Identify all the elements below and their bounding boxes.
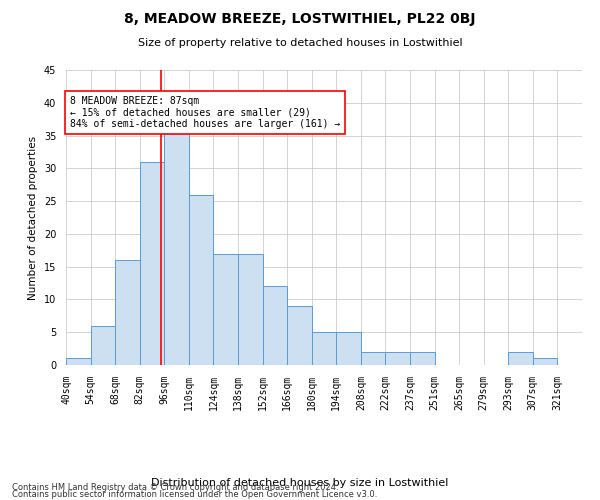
Bar [533,358,557,365]
Bar [164,122,189,365]
Bar [238,254,263,365]
Bar [189,194,214,365]
Text: Contains public sector information licensed under the Open Government Licence v3: Contains public sector information licen… [12,490,377,499]
Bar [140,162,164,365]
Text: 8, MEADOW BREEZE, LOSTWITHIEL, PL22 0BJ: 8, MEADOW BREEZE, LOSTWITHIEL, PL22 0BJ [124,12,476,26]
Bar [263,286,287,365]
Bar [336,332,361,365]
Bar [66,358,91,365]
Text: Distribution of detached houses by size in Lostwithiel: Distribution of detached houses by size … [151,478,449,488]
Bar [361,352,385,365]
Bar [385,352,410,365]
Bar [508,352,533,365]
Text: Contains HM Land Registry data © Crown copyright and database right 2024.: Contains HM Land Registry data © Crown c… [12,484,338,492]
Bar [214,254,238,365]
Bar [410,352,434,365]
Bar [91,326,115,365]
Bar [287,306,312,365]
Bar [115,260,140,365]
Y-axis label: Number of detached properties: Number of detached properties [28,136,38,300]
Text: Size of property relative to detached houses in Lostwithiel: Size of property relative to detached ho… [137,38,463,48]
Text: 8 MEADOW BREEZE: 87sqm
← 15% of detached houses are smaller (29)
84% of semi-det: 8 MEADOW BREEZE: 87sqm ← 15% of detached… [70,96,340,130]
Bar [312,332,336,365]
